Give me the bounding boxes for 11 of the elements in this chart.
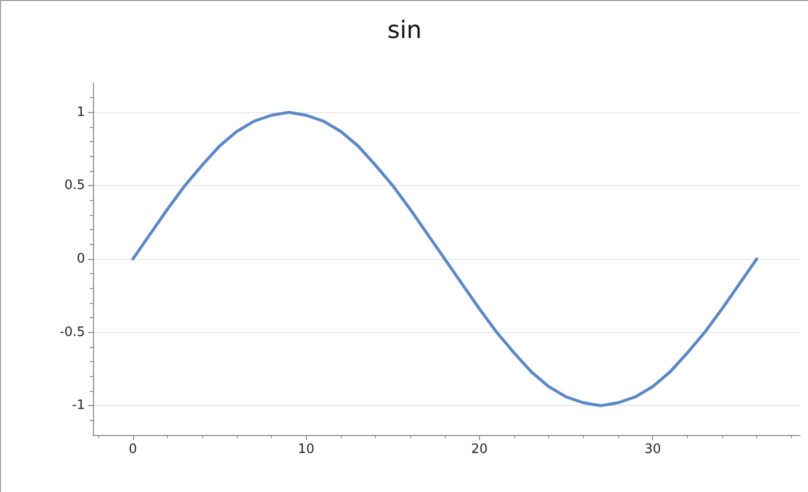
y-tick-label: 1 xyxy=(76,104,85,120)
y-tick-label: 0.5 xyxy=(64,178,85,194)
line-series xyxy=(131,110,758,408)
y-tick-label: -1 xyxy=(72,398,85,414)
x-tick-label: 20 xyxy=(471,442,488,457)
x-tick-label: 30 xyxy=(644,442,661,457)
y-tick-label: -0.5 xyxy=(60,324,85,340)
chart-title: sin xyxy=(387,16,422,44)
x-tick-label: 0 xyxy=(128,442,137,457)
x-tick-label: 10 xyxy=(298,442,314,457)
y-tick-label: 0 xyxy=(76,252,85,266)
